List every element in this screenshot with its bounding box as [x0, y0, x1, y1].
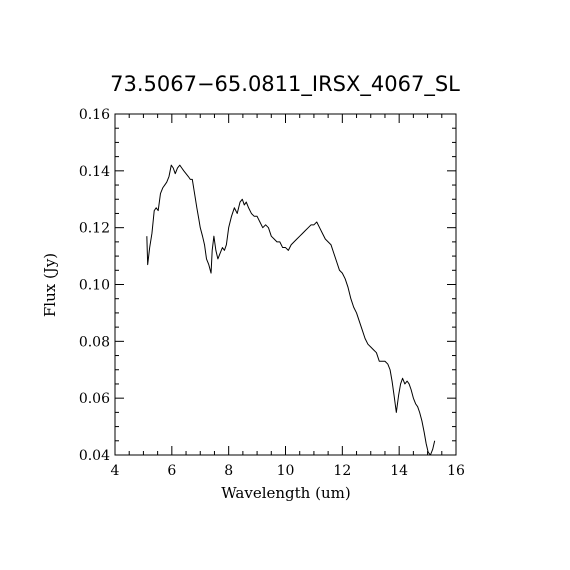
spectrum-line — [146, 164, 436, 456]
x-tick-label: 4 — [111, 463, 120, 479]
y-tick-label: 0.06 — [79, 391, 110, 407]
x-tick-label: 6 — [167, 463, 176, 479]
y-tick-label: 0.16 — [79, 107, 110, 123]
x-tick-label: 14 — [390, 463, 408, 479]
chart-title: 73.5067−65.0811_IRSX_4067_SL — [110, 72, 460, 97]
y-tick-label: 0.10 — [79, 278, 110, 294]
x-tick-label: 16 — [447, 463, 465, 479]
plot-area: 4 6 8 10 12 14 16 0.04 0.06 0.08 0.10 0.12 0.14 0.16 — [79, 107, 465, 479]
y-tick-label: 0.12 — [79, 221, 110, 237]
x-axis-label: Wavelength (um) — [221, 484, 350, 502]
x-tick-label: 8 — [224, 463, 233, 479]
y-tick-label: 0.08 — [79, 334, 110, 350]
y-tick-label: 0.14 — [79, 164, 110, 180]
x-tick-label: 10 — [277, 463, 295, 479]
y-tick-label: 0.04 — [79, 448, 110, 464]
y-axis-label: Flux (Jy) — [41, 253, 59, 317]
plot-frame — [114, 113, 457, 456]
x-tick-label: 12 — [333, 463, 351, 479]
